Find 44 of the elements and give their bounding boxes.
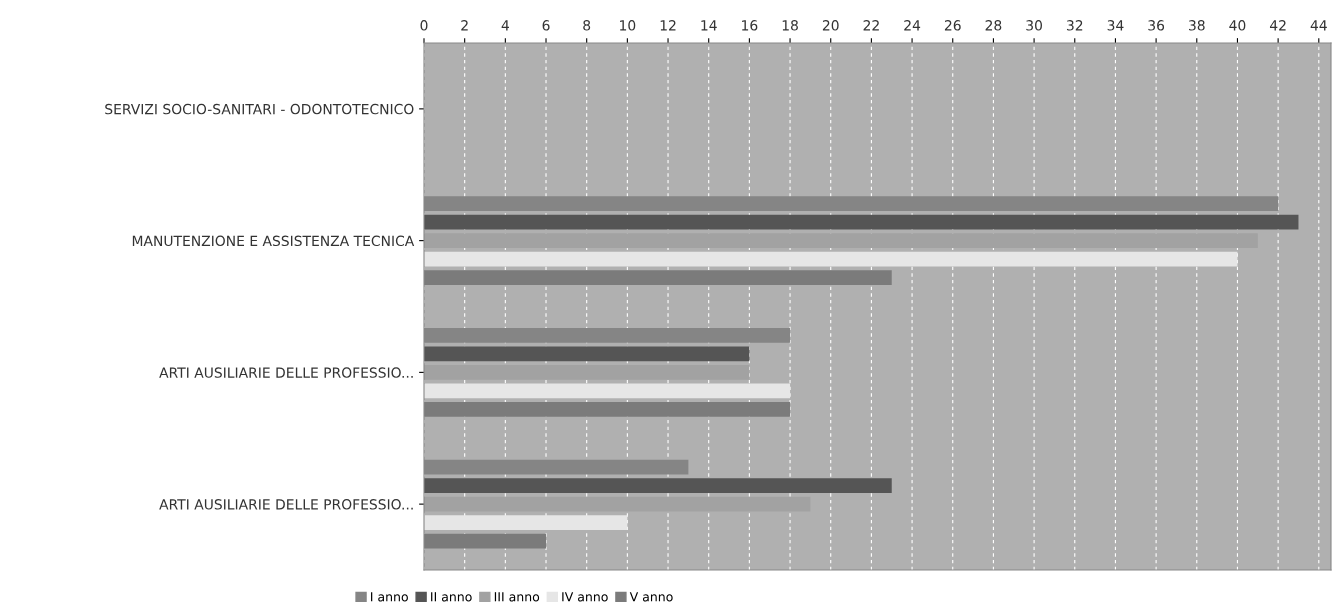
legend-label: IV anno	[562, 592, 608, 602]
x-tick-label: 16	[742, 20, 758, 31]
bar	[424, 270, 892, 285]
x-tick-label: 24	[904, 20, 921, 31]
x-tick-label: 44	[1310, 20, 1327, 31]
bar	[424, 346, 750, 362]
legend-label: I anno	[371, 592, 408, 602]
x-tick-label: 6	[542, 20, 550, 31]
bar	[424, 251, 1238, 267]
bar	[424, 496, 811, 512]
y-tick-label: SERVIZI SOCIO-SANITARI - ODONTOTECNICO	[105, 103, 414, 115]
x-tick-label: 4	[501, 20, 509, 31]
x-tick-label: 20	[822, 20, 839, 31]
x-tick-label: 28	[985, 20, 1002, 31]
x-tick-label: 8	[583, 20, 591, 31]
legend-label: V anno	[629, 592, 673, 602]
x-tick-label: 10	[620, 20, 636, 31]
bar	[424, 515, 628, 530]
bar	[424, 365, 750, 380]
bar	[424, 401, 791, 417]
x-tick-label: 14	[701, 20, 717, 31]
x-tick-label: 34	[1107, 20, 1124, 31]
y-tick-label: ARTI AUSILIARIE DELLE PROFESSIO...	[159, 367, 413, 378]
x-tick-label: 26	[944, 20, 961, 31]
x-tick-label: 0	[420, 20, 428, 31]
x-tick-label: 2	[461, 20, 468, 31]
bar	[424, 478, 892, 494]
bar	[424, 533, 547, 549]
x-tick-label: 30	[1026, 20, 1042, 31]
bar	[424, 214, 1299, 230]
x-tick-label: 38	[1189, 20, 1205, 31]
legend-label: III anno	[494, 592, 540, 602]
bar	[424, 383, 791, 399]
x-tick-label: 42	[1269, 20, 1286, 31]
legend-label: II anno	[431, 592, 472, 602]
x-tick-label: 12	[660, 20, 676, 31]
x-tick-label: 32	[1066, 20, 1083, 31]
x-tick-label: 22	[863, 20, 879, 31]
x-tick-label: 36	[1148, 20, 1165, 31]
y-tick-label: ARTI AUSILIARIE DELLE PROFESSIO...	[159, 499, 413, 510]
x-tick-label: 40	[1229, 20, 1246, 31]
x-tick-label: 18	[782, 20, 798, 31]
bar	[424, 233, 1258, 248]
y-tick-label: MANUTENZIONE E ASSISTENZA TECNICA	[132, 235, 415, 247]
